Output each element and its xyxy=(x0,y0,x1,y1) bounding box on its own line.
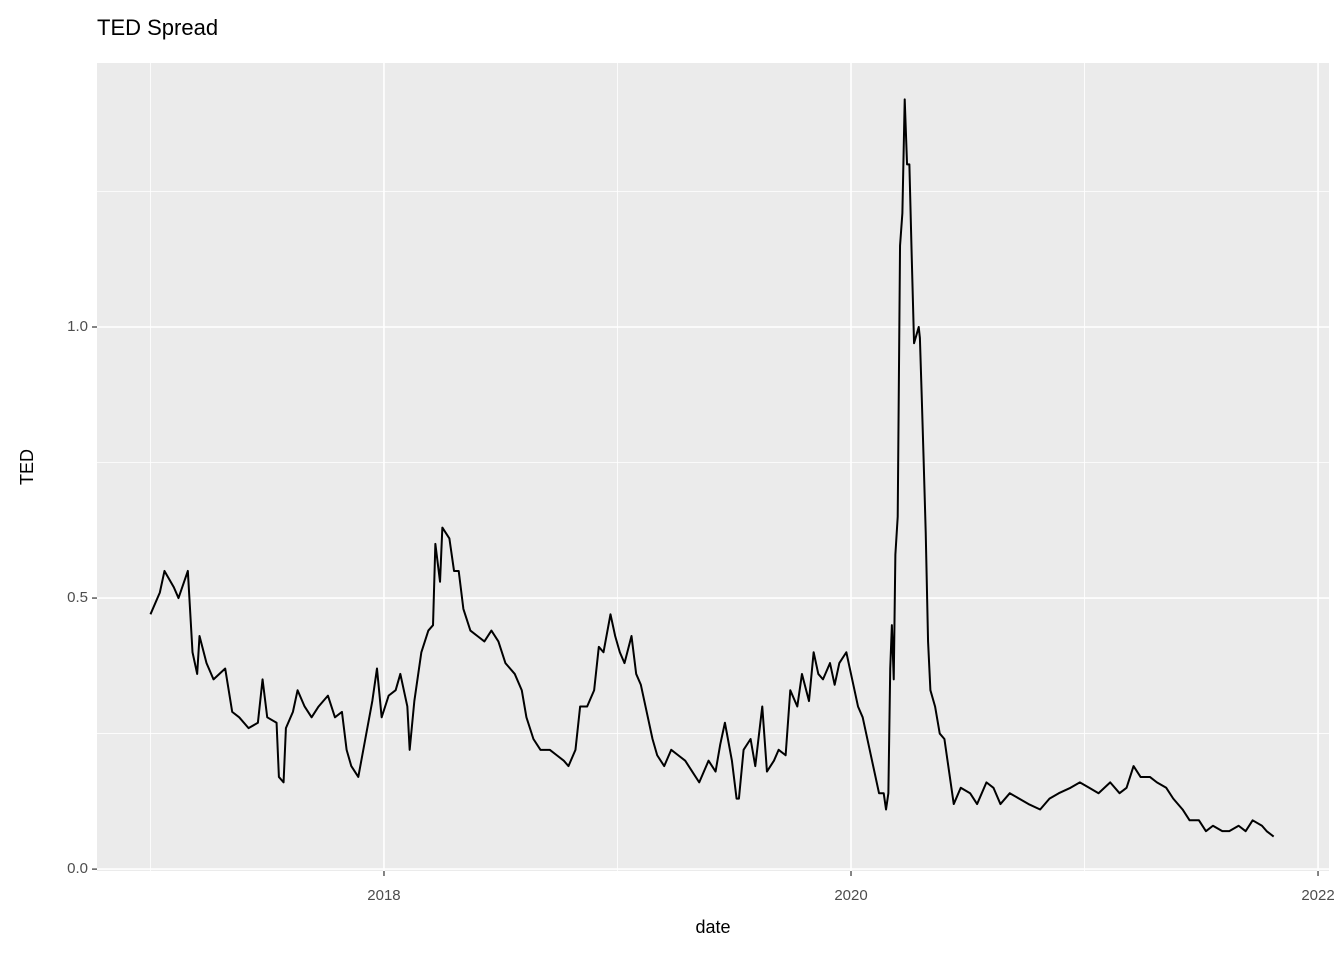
x-axis-title: date xyxy=(695,917,730,937)
y-tick-label: 0.5 xyxy=(67,589,88,606)
chart-title: TED Spread xyxy=(97,15,218,40)
y-axis-title: TED xyxy=(17,449,37,485)
panel xyxy=(97,63,1329,871)
x-tick-label: 2020 xyxy=(834,887,867,904)
x-tick-label: 2022 xyxy=(1301,887,1334,904)
x-tick-label: 2018 xyxy=(367,887,400,904)
line-series xyxy=(149,98,1275,838)
y-tick-label: 1.0 xyxy=(67,318,88,335)
y-tick-label: 0.0 xyxy=(67,860,88,877)
